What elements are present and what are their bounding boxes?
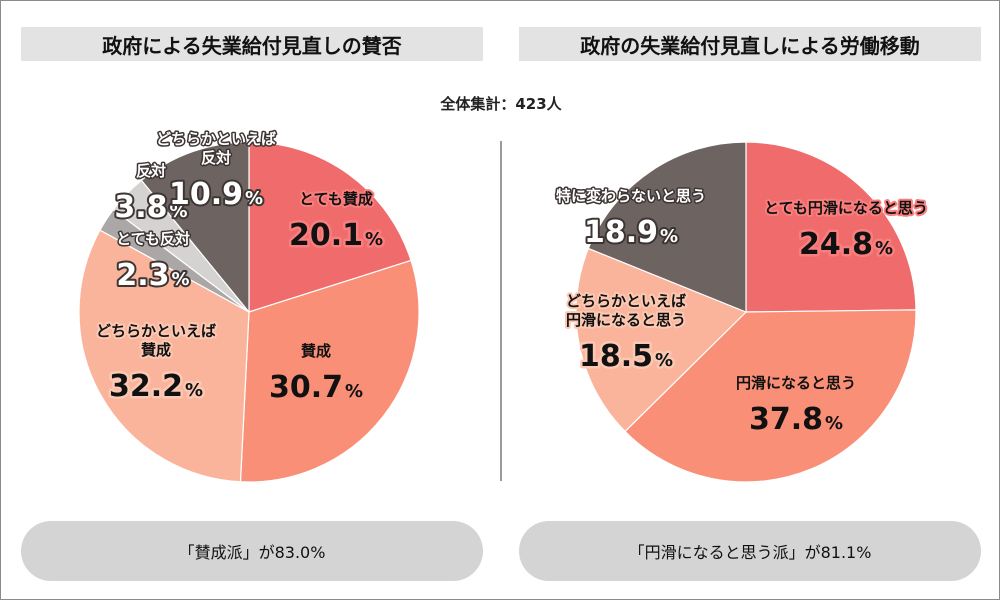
slice-value-1-1: 37.8% (749, 402, 843, 437)
slice-label-text-0-1-0: 賛成 (301, 342, 331, 360)
total-count: 全体集計：423人 (440, 95, 562, 113)
left-chart-title: 政府による失業給付見直しの賛否 (21, 27, 483, 61)
slice-label-text-0-5-0: どちらかといえば (156, 130, 276, 148)
pie-slice-1-3 (587, 141, 747, 313)
pie-slice-0-0 (248, 141, 412, 313)
right-chart-title: 政府の失業給付見直しによる労働移動 (519, 27, 981, 61)
slice-label-0-0: とても賛成 20.1% (286, 188, 385, 256)
chart-divider (500, 141, 502, 481)
slice-label-1-1: 円滑になると思う 37.8% (736, 374, 856, 437)
slice-value-1-3: 18.9% (584, 215, 678, 250)
slice-label-0-4: 反対 3.8% (112, 161, 189, 228)
slice-label-text-0-2-0: どちらかといえば (96, 322, 216, 340)
right-summary-pill: 「円滑になると思う派」が81.1% (519, 521, 981, 581)
slice-label-text-0-5-1: 反対 (201, 149, 231, 167)
slice-label-text-0-0-0: とても賛成 (299, 190, 373, 208)
slice-value-1-0: 24.8% (799, 227, 893, 262)
slice-label-text-1-3-0: 特に変わらないと思う (556, 187, 706, 205)
slice-label-1-3: 特に変わらないと思う 18.9% (554, 186, 707, 253)
slice-label-0-1: 賛成 30.7% (269, 342, 363, 405)
slice-value-0-1: 30.7% (269, 370, 363, 405)
slice-label-text-1-2-1: 円滑になると思う (566, 311, 686, 329)
slice-value-0-2: 32.2% (109, 369, 203, 404)
slice-label-text-0-2-1: 賛成 (141, 341, 171, 359)
pie-slice-0-5 (140, 141, 250, 314)
slice-label-0-3: とても反対 2.3% (114, 229, 191, 296)
slice-value-0-0: 20.1% (289, 218, 383, 253)
slice-label-text-0-4-0: 反対 (136, 162, 166, 180)
slice-value-0-5: 10.9% (169, 177, 263, 212)
slice-label-text-1-2-0: どちらかといえば (566, 292, 686, 310)
slice-label-1-0: とても円滑になると思う 24.8% (762, 197, 930, 265)
pie-slice-0-1 (239, 259, 420, 483)
left-summary-pill: 「賛成派」が83.0% (21, 521, 483, 581)
slice-value-1-2: 18.5% (579, 339, 673, 374)
pie-slice-1-2 (575, 247, 748, 433)
slice-label-text-1-1-0: 円滑になると思う (736, 374, 856, 392)
slice-value-0-4: 3.8% (114, 190, 187, 225)
slice-label-text-0-3-0: とても反対 (116, 230, 190, 248)
pie-slice-0-2 (78, 229, 250, 483)
pie-slice-1-0 (745, 141, 917, 313)
pie-slice-1-1 (624, 309, 917, 483)
slice-label-text-1-0-0: とても円滑になると思う (764, 199, 928, 217)
slice-value-0-3: 2.3% (116, 258, 189, 293)
